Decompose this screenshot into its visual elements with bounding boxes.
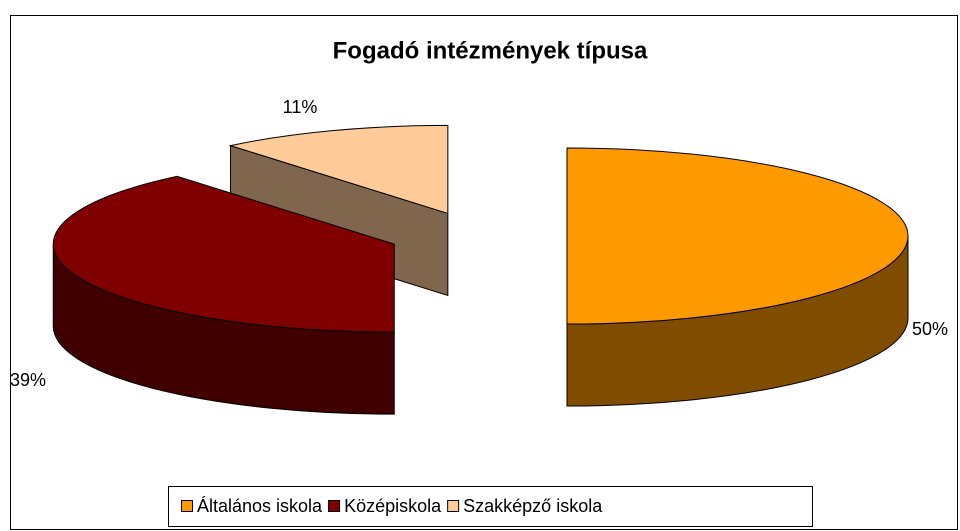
slice-top	[228, 124, 449, 215]
legend-label: Szakképző iskola	[463, 496, 603, 516]
pie-slice	[52, 175, 395, 415]
legend-swatch	[328, 500, 341, 512]
slice-top	[566, 147, 909, 325]
data-label: 50%	[912, 319, 948, 339]
slice-top	[52, 175, 395, 333]
pie: 11% 39% 50%	[10, 97, 948, 415]
data-label: 11%	[283, 97, 318, 117]
legend-swatch	[447, 500, 460, 512]
legend: Általános iskola Középiskola Szakképző isk…	[181, 496, 603, 516]
legend-label: Középiskola	[344, 496, 442, 516]
legend-label: Általános iskola	[197, 496, 323, 516]
legend-box	[168, 486, 813, 527]
pie-slice	[566, 147, 909, 407]
legend-swatch	[181, 500, 193, 512]
data-label: 39%	[10, 370, 46, 390]
chart-title: Fogadó intézmények típusa	[333, 37, 648, 64]
